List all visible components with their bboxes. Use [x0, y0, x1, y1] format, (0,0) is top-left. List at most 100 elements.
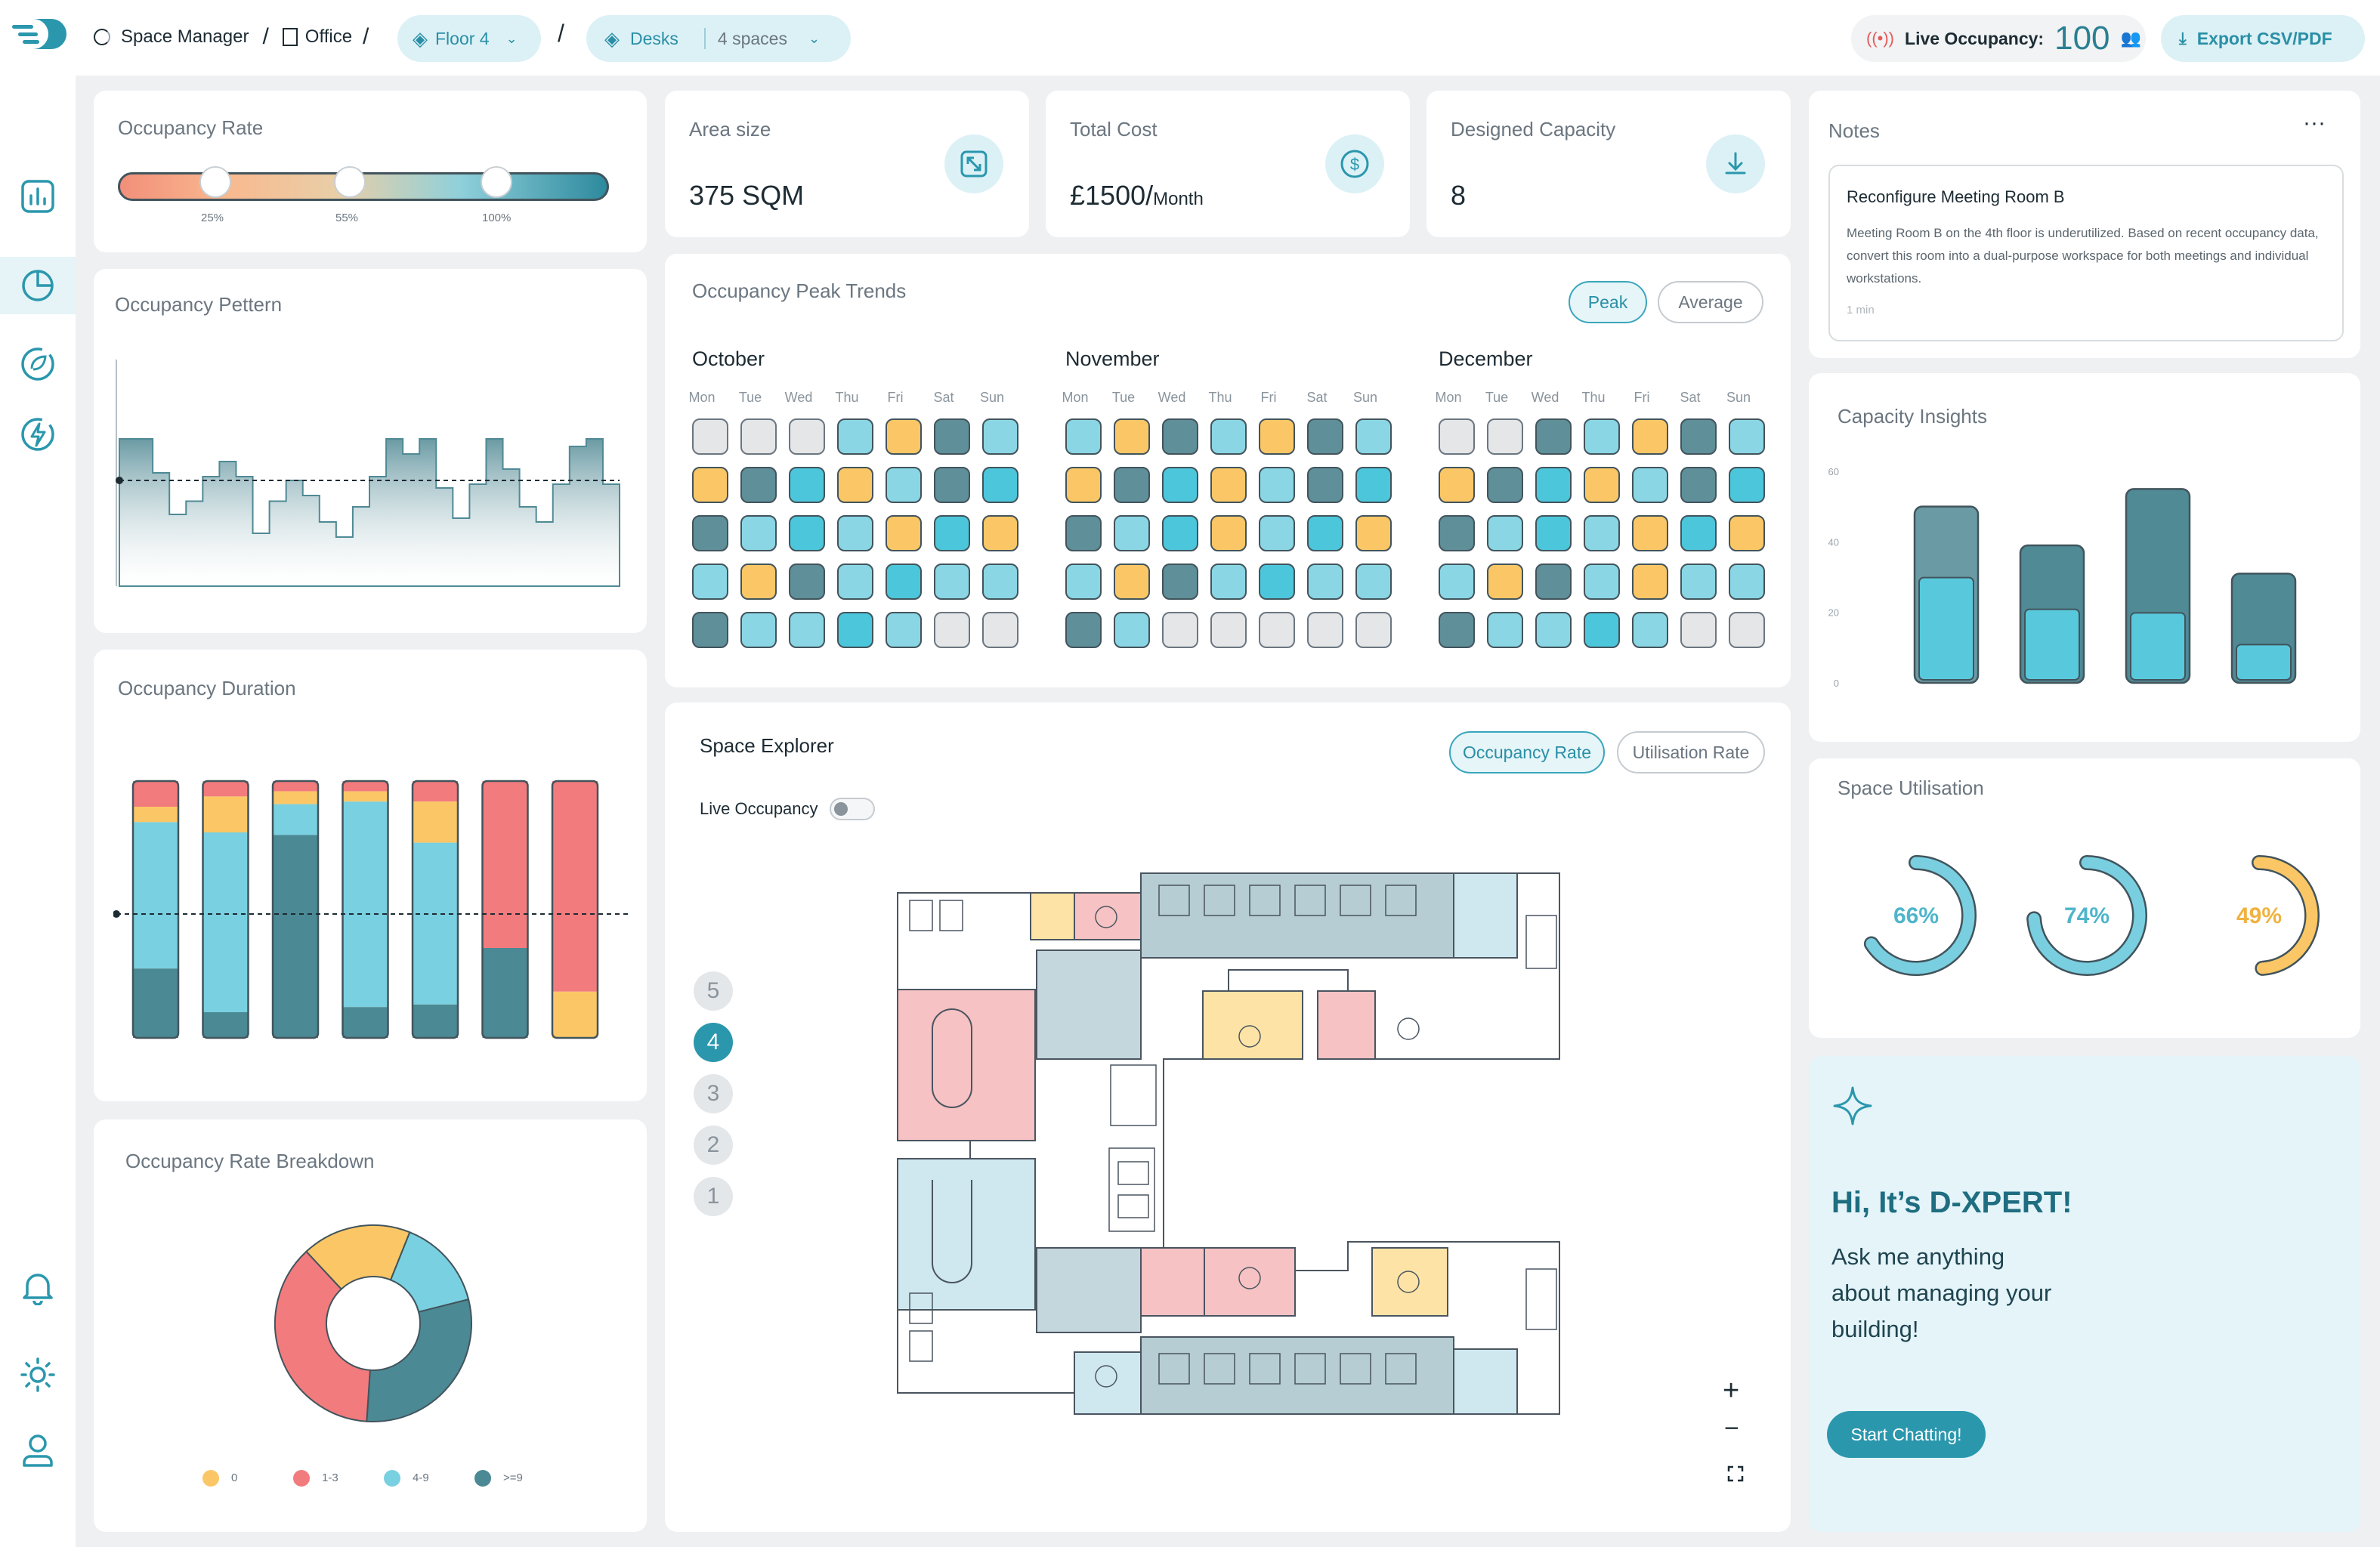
average-button[interactable]: Average — [1658, 281, 1763, 323]
heatmap-cell[interactable] — [1584, 564, 1620, 600]
note-item[interactable]: Reconfigure Meeting Room B Meeting Room … — [1828, 165, 2344, 341]
energy-icon[interactable] — [15, 412, 60, 457]
heatmap-cell[interactable] — [740, 418, 777, 455]
heatmap-cell[interactable] — [1632, 515, 1668, 551]
heatmap-cell[interactable] — [1307, 418, 1343, 455]
bell-icon[interactable] — [15, 1264, 60, 1310]
heatmap-cell[interactable] — [837, 564, 873, 600]
heatmap-cell[interactable] — [1584, 515, 1620, 551]
heatmap-cell[interactable] — [789, 515, 825, 551]
heatmap-cell[interactable] — [886, 418, 922, 455]
zoom-out-button[interactable]: − — [1724, 1414, 1739, 1443]
heatmap-cell[interactable] — [837, 515, 873, 551]
heatmap-cell[interactable] — [1439, 564, 1475, 600]
heatmap-cell[interactable] — [886, 612, 922, 648]
heatmap-cell[interactable] — [692, 612, 728, 648]
download-icon[interactable] — [1706, 134, 1765, 193]
heatmap-cell[interactable] — [1210, 515, 1247, 551]
heatmap-cell[interactable] — [982, 515, 1018, 551]
heatmap-cell[interactable] — [1162, 612, 1198, 648]
heatmap-cell[interactable] — [934, 418, 970, 455]
heatmap-cell[interactable] — [1487, 612, 1523, 648]
heatmap-cell[interactable] — [1487, 418, 1523, 455]
heatmap-cell[interactable] — [982, 564, 1018, 600]
utilisation-rate-button[interactable]: Utilisation Rate — [1617, 731, 1765, 774]
heatmap-cell[interactable] — [1729, 612, 1765, 648]
heatmap-cell[interactable] — [740, 564, 777, 600]
heatmap-cell[interactable] — [934, 612, 970, 648]
heatmap-cell[interactable] — [1535, 515, 1572, 551]
heatmap-cell[interactable] — [1632, 467, 1668, 503]
heatmap-cell[interactable] — [1680, 515, 1717, 551]
heatmap-cell[interactable] — [1065, 467, 1102, 503]
heatmap-cell[interactable] — [1584, 418, 1620, 455]
heatmap-cell[interactable] — [1065, 564, 1102, 600]
heatmap-cell[interactable] — [1487, 467, 1523, 503]
heatmap-cell[interactable] — [982, 612, 1018, 648]
logo-icon[interactable] — [8, 15, 68, 53]
heatmap-cell[interactable] — [789, 564, 825, 600]
fullscreen-icon[interactable] — [1727, 1465, 1744, 1482]
sustainability-icon[interactable] — [15, 341, 60, 387]
heatmap-cell[interactable] — [934, 564, 970, 600]
desks-select[interactable]: ◈ Desks 4 spaces ⌄ — [586, 15, 851, 62]
floor-button-3[interactable]: 3 — [694, 1074, 733, 1113]
heatmap-cell[interactable] — [1729, 564, 1765, 600]
heatmap-cell[interactable] — [1680, 467, 1717, 503]
heatmap-cell[interactable] — [1439, 612, 1475, 648]
heatmap-cell[interactable] — [1259, 467, 1295, 503]
heatmap-cell[interactable] — [1210, 418, 1247, 455]
heatmap-cell[interactable] — [1210, 564, 1247, 600]
heatmap-cell[interactable] — [886, 467, 922, 503]
export-button[interactable]: ⤓ Export CSV/PDF — [2161, 15, 2365, 62]
heatmap-cell[interactable] — [1439, 515, 1475, 551]
heatmap-cell[interactable] — [1114, 564, 1150, 600]
app-name[interactable]: Space Manager — [121, 26, 249, 47]
heatmap-cell[interactable] — [1632, 418, 1668, 455]
sidebar-item-space[interactable] — [0, 257, 76, 314]
sun-icon[interactable] — [15, 1352, 60, 1397]
heatmap-cell[interactable] — [1680, 418, 1717, 455]
analytics-icon[interactable] — [15, 174, 60, 219]
heatmap-cell[interactable] — [1065, 515, 1102, 551]
heatmap-cell[interactable] — [1729, 467, 1765, 503]
more-menu-icon[interactable]: ··· — [2303, 110, 2326, 135]
heatmap-cell[interactable] — [982, 418, 1018, 455]
heatmap-cell[interactable] — [1632, 564, 1668, 600]
heatmap-cell[interactable] — [1162, 418, 1198, 455]
live-occupancy-toggle[interactable] — [830, 798, 875, 820]
heatmap-cell[interactable] — [1439, 418, 1475, 455]
heatmap-cell[interactable] — [692, 515, 728, 551]
heatmap-cell[interactable] — [1114, 418, 1150, 455]
heatmap-cell[interactable] — [1535, 612, 1572, 648]
heatmap-cell[interactable] — [1065, 612, 1102, 648]
building-crumb[interactable]: Office — [304, 26, 353, 47]
occupancy-rate-button[interactable]: Occupancy Rate — [1449, 731, 1605, 774]
peak-button[interactable]: Peak — [1569, 281, 1647, 323]
zoom-in-button[interactable]: + — [1723, 1375, 1740, 1407]
heatmap-cell[interactable] — [934, 467, 970, 503]
heatmap-cell[interactable] — [886, 515, 922, 551]
heatmap-cell[interactable] — [789, 467, 825, 503]
heatmap-cell[interactable] — [789, 612, 825, 648]
heatmap-cell[interactable] — [1355, 418, 1392, 455]
heatmap-cell[interactable] — [1307, 515, 1343, 551]
heatmap-cell[interactable] — [886, 564, 922, 600]
heatmap-cell[interactable] — [1680, 612, 1717, 648]
heatmap-cell[interactable] — [1307, 467, 1343, 503]
heatmap-cell[interactable] — [1259, 612, 1295, 648]
floor-select[interactable]: ◈ Floor 4 ⌄ — [397, 15, 541, 62]
heatmap-cell[interactable] — [1114, 515, 1150, 551]
heatmap-cell[interactable] — [1487, 564, 1523, 600]
heatmap-cell[interactable] — [1162, 515, 1198, 551]
heatmap-cell[interactable] — [1535, 564, 1572, 600]
heatmap-cell[interactable] — [1210, 467, 1247, 503]
heatmap-cell[interactable] — [692, 418, 728, 455]
heatmap-cell[interactable] — [934, 515, 970, 551]
heatmap-cell[interactable] — [1162, 467, 1198, 503]
floor-button-2[interactable]: 2 — [694, 1126, 733, 1165]
floor-button-1[interactable]: 1 — [694, 1177, 733, 1216]
heatmap-cell[interactable] — [692, 564, 728, 600]
heatmap-cell[interactable] — [1355, 515, 1392, 551]
heatmap-cell[interactable] — [789, 418, 825, 455]
